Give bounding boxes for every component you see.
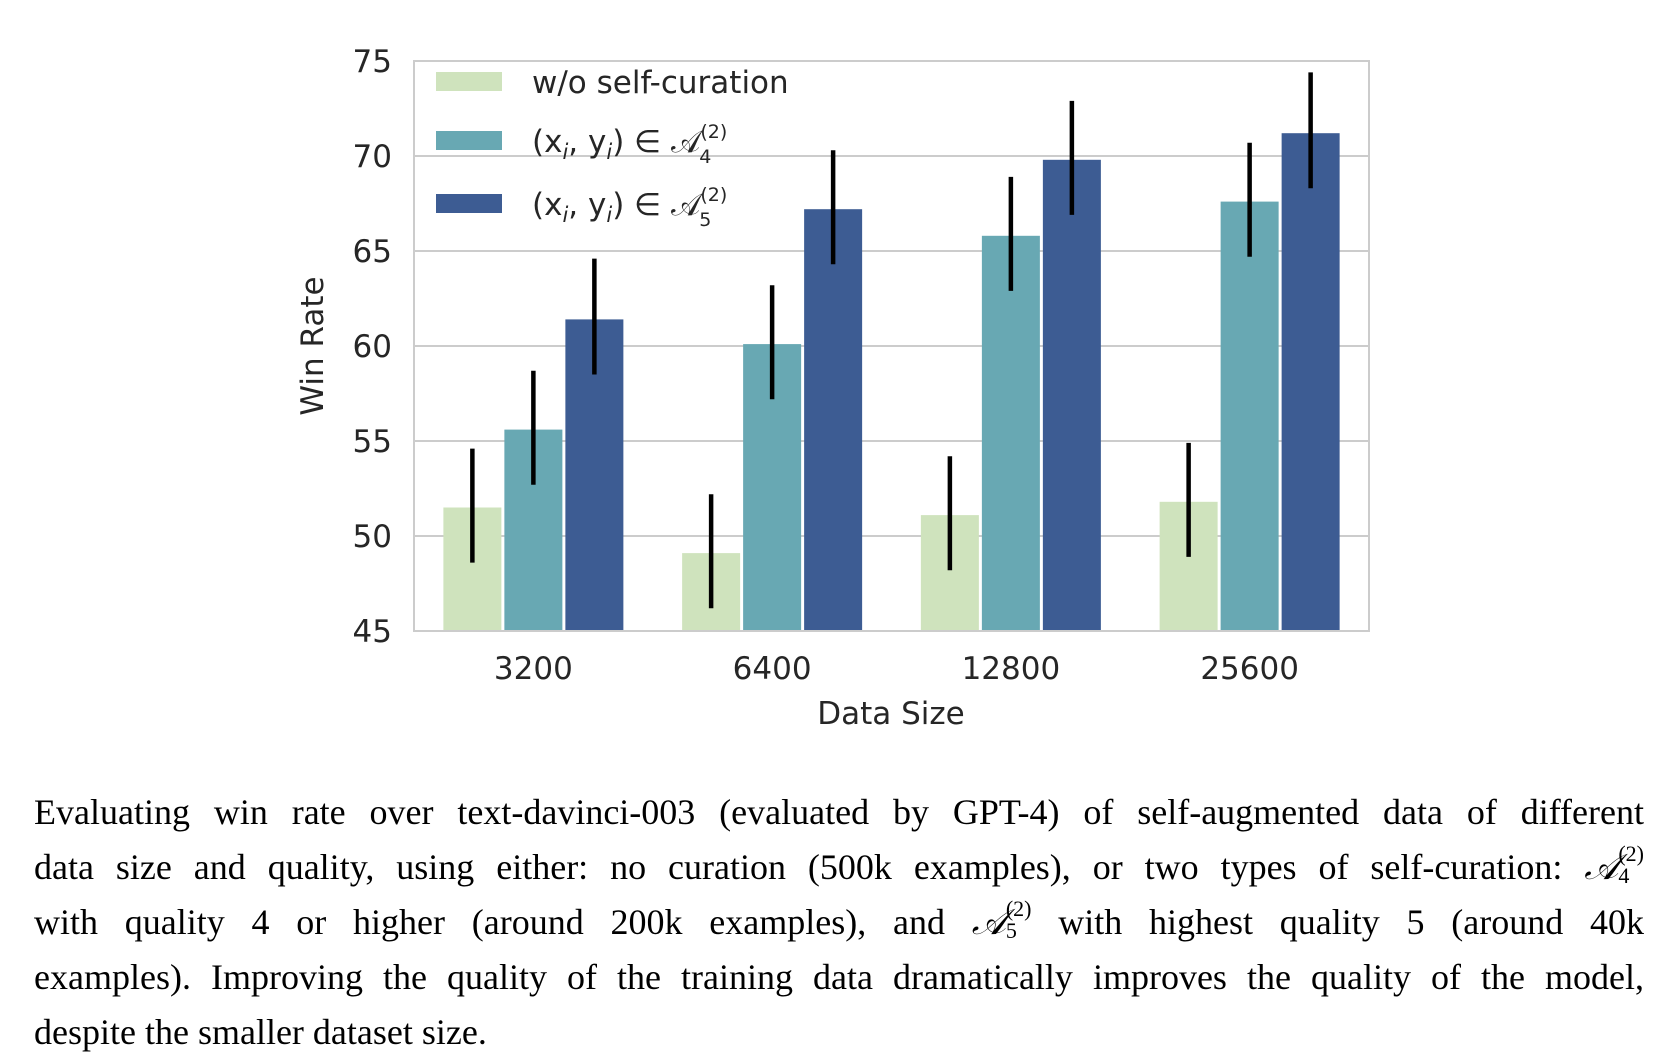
legend-label-1: w/o self-curation: [532, 65, 789, 101]
y-tick-label: 55: [353, 424, 392, 460]
caption-line-3: with quality 4 or higher (around 200k ex…: [34, 895, 1645, 943]
y-tick-labels: 45 50 55 60 65 70 75: [353, 44, 392, 650]
legend-label-3: (xi, yi) ∈ 𝒜(2) 5: [532, 184, 727, 231]
bar: [804, 209, 863, 631]
legend-label-2: (xi, yi) ∈ 𝒜(2) 4: [532, 121, 727, 168]
x-tick-labels: 3200 6400 12800 25600: [494, 651, 1299, 687]
caption-line-5: despite the smaller dataset size.: [34, 1012, 487, 1052]
y-axis-label: Win Rate: [295, 276, 331, 415]
caption-line-1: Evaluating win rate over text-davinci-00…: [34, 792, 1644, 832]
bar: [1042, 159, 1101, 632]
caption-line-2: data size and quality, using either: no …: [34, 840, 1644, 888]
plot-frame: [413, 60, 1370, 632]
x-axis-label: Data Size: [817, 696, 965, 732]
bar: [981, 235, 1040, 632]
figure-caption: Evaluating win rate over text-davinci-00…: [34, 785, 1644, 1060]
y-tick-label: 65: [353, 234, 392, 270]
figure: 45 50 55 60 65 70 75 3200 6400 12800 25600 Data S…: [295, 44, 1370, 732]
legend-swatch-3: [436, 194, 502, 213]
legend-swatch-1: [436, 72, 502, 91]
x-tick-label: 6400: [733, 651, 812, 687]
error-bars: [470, 72, 1313, 609]
y-tick-label: 70: [353, 139, 392, 175]
legend: w/o self-curation (xi, yi) ∈ 𝒜(2) 4 (xi, …: [436, 65, 789, 231]
x-tick-label: 25600: [1200, 651, 1299, 687]
legend-swatch-2: [436, 131, 502, 150]
y-tick-label: 50: [353, 519, 392, 555]
y-tick-label: 60: [353, 329, 392, 365]
x-tick-label: 3200: [494, 651, 573, 687]
caption-line-4: examples). Improving the quality of the …: [34, 957, 1644, 997]
y-tick-label: 75: [353, 44, 392, 80]
bar: [1220, 201, 1279, 631]
bar: [1281, 133, 1340, 631]
y-tick-label: 45: [353, 614, 392, 650]
bar-chart: 45 50 55 60 65 70 75 3200 6400 12800 25600 Data S…: [295, 44, 1370, 732]
x-tick-label: 12800: [962, 651, 1061, 687]
